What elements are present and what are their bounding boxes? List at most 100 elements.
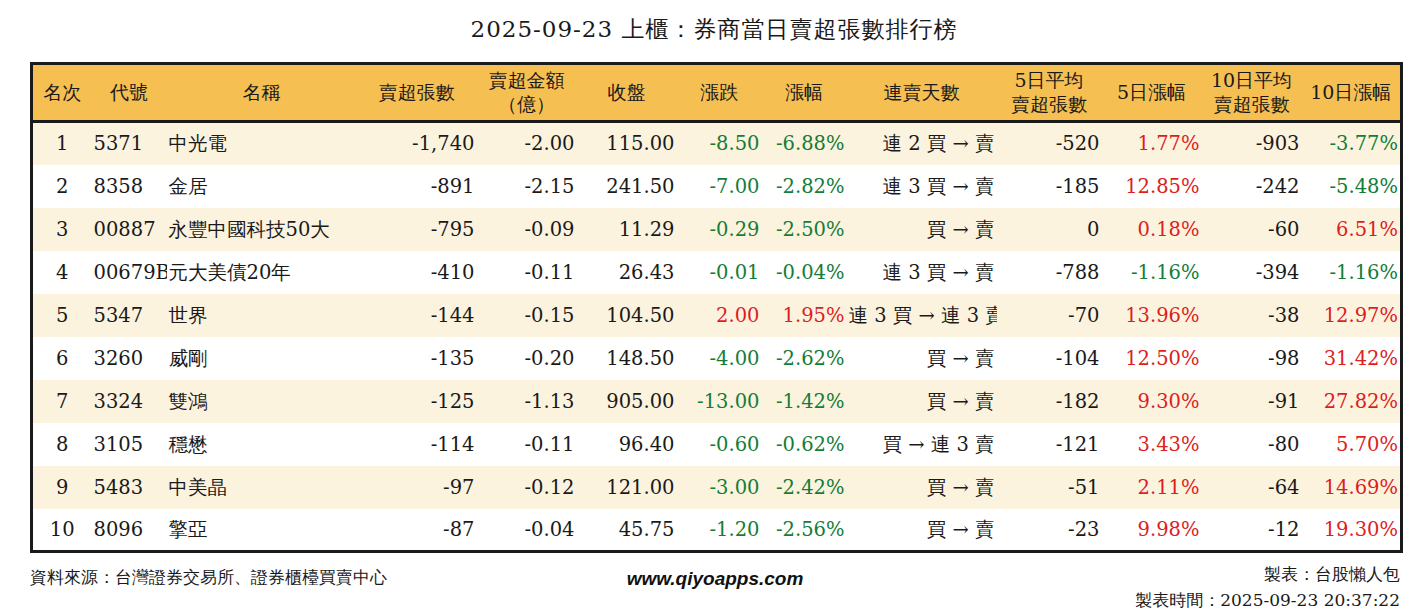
cell-pct10: 31.42% — [1302, 337, 1402, 380]
table-row: 73324雙鴻-125-1.13905.00-13.00-1.42%買 → 賣-… — [32, 380, 1402, 423]
cell-pct10: 14.69% — [1302, 466, 1402, 509]
cell-pct10: 27.82% — [1302, 380, 1402, 423]
cell-avg5: -23 — [997, 509, 1102, 552]
cell-pct5: 3.43% — [1102, 423, 1202, 466]
cell-pct: -0.62% — [762, 423, 847, 466]
cell-pct5: 13.96% — [1102, 294, 1202, 337]
cell-vol: -144 — [357, 294, 477, 337]
cell-pct10: -1.16% — [1302, 251, 1402, 294]
cell-code: 5483 — [92, 466, 167, 509]
cell-pct5: 0.18% — [1102, 208, 1202, 251]
cell-pct5: 2.11% — [1102, 466, 1202, 509]
cell-vol: -795 — [357, 208, 477, 251]
cell-streak: 連 2 買 → 賣 — [847, 122, 997, 165]
cell-name: 永豐中國科技50大 — [167, 208, 357, 251]
cell-avg5: -185 — [997, 165, 1102, 208]
cell-chg: -8.50 — [677, 122, 762, 165]
cell-name: 雙鴻 — [167, 380, 357, 423]
cell-close: 241.50 — [577, 165, 677, 208]
cell-pct10: 12.97% — [1302, 294, 1402, 337]
report-maker: 製表：台股懶人包 — [1135, 562, 1400, 588]
header-row: 名次代號名稱賣超張數賣超金額 （億）收盤漲跌漲幅連賣天數5日平均 賣超張數5日漲… — [32, 64, 1402, 122]
cell-code: 8096 — [92, 509, 167, 552]
cell-avg10: -91 — [1202, 380, 1302, 423]
cell-pct: -0.04% — [762, 251, 847, 294]
cell-streak: 買 → 賣 — [847, 509, 997, 552]
cell-chg: -3.00 — [677, 466, 762, 509]
cell-avg10: -394 — [1202, 251, 1302, 294]
cell-rank: 3 — [32, 208, 92, 251]
cell-pct10: -5.48% — [1302, 165, 1402, 208]
cell-vol: -1,740 — [357, 122, 477, 165]
cell-chg: 2.00 — [677, 294, 762, 337]
cell-vol: -410 — [357, 251, 477, 294]
cell-code: 5347 — [92, 294, 167, 337]
table-row: 15371中光電-1,740-2.00115.00-8.50-6.88%連 2 … — [32, 122, 1402, 165]
cell-avg10: -903 — [1202, 122, 1302, 165]
cell-chg: -0.60 — [677, 423, 762, 466]
cell-vol: -114 — [357, 423, 477, 466]
cell-name: 擎亞 — [167, 509, 357, 552]
cell-vol: -87 — [357, 509, 477, 552]
cell-rank: 6 — [32, 337, 92, 380]
cell-avg5: -520 — [997, 122, 1102, 165]
cell-pct10: 6.51% — [1302, 208, 1402, 251]
cell-code: 3260 — [92, 337, 167, 380]
table-row: 28358金居-891-2.15241.50-7.00-2.82%連 3 買 →… — [32, 165, 1402, 208]
cell-rank: 2 — [32, 165, 92, 208]
cell-pct5: 9.98% — [1102, 509, 1202, 552]
cell-pct: -2.56% — [762, 509, 847, 552]
cell-name: 中光電 — [167, 122, 357, 165]
cell-name: 穩懋 — [167, 423, 357, 466]
cell-streak: 買 → 連 3 賣 — [847, 423, 997, 466]
cell-code: 8358 — [92, 165, 167, 208]
column-header-streak: 連賣天數 — [847, 64, 997, 122]
cell-pct10: 5.70% — [1302, 423, 1402, 466]
table-body: 15371中光電-1,740-2.00115.00-8.50-6.88%連 2 … — [32, 122, 1402, 552]
cell-rank: 1 — [32, 122, 92, 165]
cell-close: 96.40 — [577, 423, 677, 466]
table-row: 83105穩懋-114-0.1196.40-0.60-0.62%買 → 連 3 … — [32, 423, 1402, 466]
cell-avg5: -104 — [997, 337, 1102, 380]
cell-close: 121.00 — [577, 466, 677, 509]
page-title: 2025-09-23 上櫃：券商當日賣超張數排行榜 — [0, 14, 1428, 45]
cell-pct5: 1.77% — [1102, 122, 1202, 165]
cell-close: 115.00 — [577, 122, 677, 165]
cell-chg: -7.00 — [677, 165, 762, 208]
cell-avg5: -51 — [997, 466, 1102, 509]
cell-pct10: -3.77% — [1302, 122, 1402, 165]
cell-avg5: -788 — [997, 251, 1102, 294]
cell-rank: 7 — [32, 380, 92, 423]
report-credit: 製表：台股懶人包 製表時間：2025-09-23 20:37:22 — [1135, 562, 1400, 612]
cell-pct: 1.95% — [762, 294, 847, 337]
cell-avg5: 0 — [997, 208, 1102, 251]
cell-pct10: 19.30% — [1302, 509, 1402, 552]
cell-avg10: -60 — [1202, 208, 1302, 251]
cell-avg5: -70 — [997, 294, 1102, 337]
table-row: 95483中美晶-97-0.12121.00-3.00-2.42%買 → 賣-5… — [32, 466, 1402, 509]
cell-amt: -0.11 — [477, 251, 577, 294]
cell-avg5: -182 — [997, 380, 1102, 423]
cell-vol: -135 — [357, 337, 477, 380]
cell-amt: -0.15 — [477, 294, 577, 337]
table-header-row: 名次代號名稱賣超張數賣超金額 （億）收盤漲跌漲幅連賣天數5日平均 賣超張數5日漲… — [32, 64, 1402, 122]
table-row: 63260威剛-135-0.20148.50-4.00-2.62%買 → 賣-1… — [32, 337, 1402, 380]
cell-amt: -0.04 — [477, 509, 577, 552]
cell-amt: -0.09 — [477, 208, 577, 251]
cell-chg: -0.29 — [677, 208, 762, 251]
data-source-note: 資料來源：台灣證券交易所、證券櫃檯買賣中心 — [30, 566, 387, 589]
table-row: 300887永豐中國科技50大-795-0.0911.29-0.29-2.50%… — [32, 208, 1402, 251]
table-row: 400679B元大美債20年-410-0.1126.43-0.01-0.04%連… — [32, 251, 1402, 294]
cell-close: 104.50 — [577, 294, 677, 337]
cell-name: 元大美債20年 — [167, 251, 357, 294]
cell-code: 3324 — [92, 380, 167, 423]
report-timestamp: 製表時間：2025-09-23 20:37:22 — [1135, 588, 1400, 612]
cell-name: 中美晶 — [167, 466, 357, 509]
cell-close: 45.75 — [577, 509, 677, 552]
cell-streak: 買 → 賣 — [847, 208, 997, 251]
cell-rank: 9 — [32, 466, 92, 509]
column-header-avg5: 5日平均 賣超張數 — [997, 64, 1102, 122]
cell-avg10: -98 — [1202, 337, 1302, 380]
cell-pct: -2.82% — [762, 165, 847, 208]
cell-vol: -125 — [357, 380, 477, 423]
